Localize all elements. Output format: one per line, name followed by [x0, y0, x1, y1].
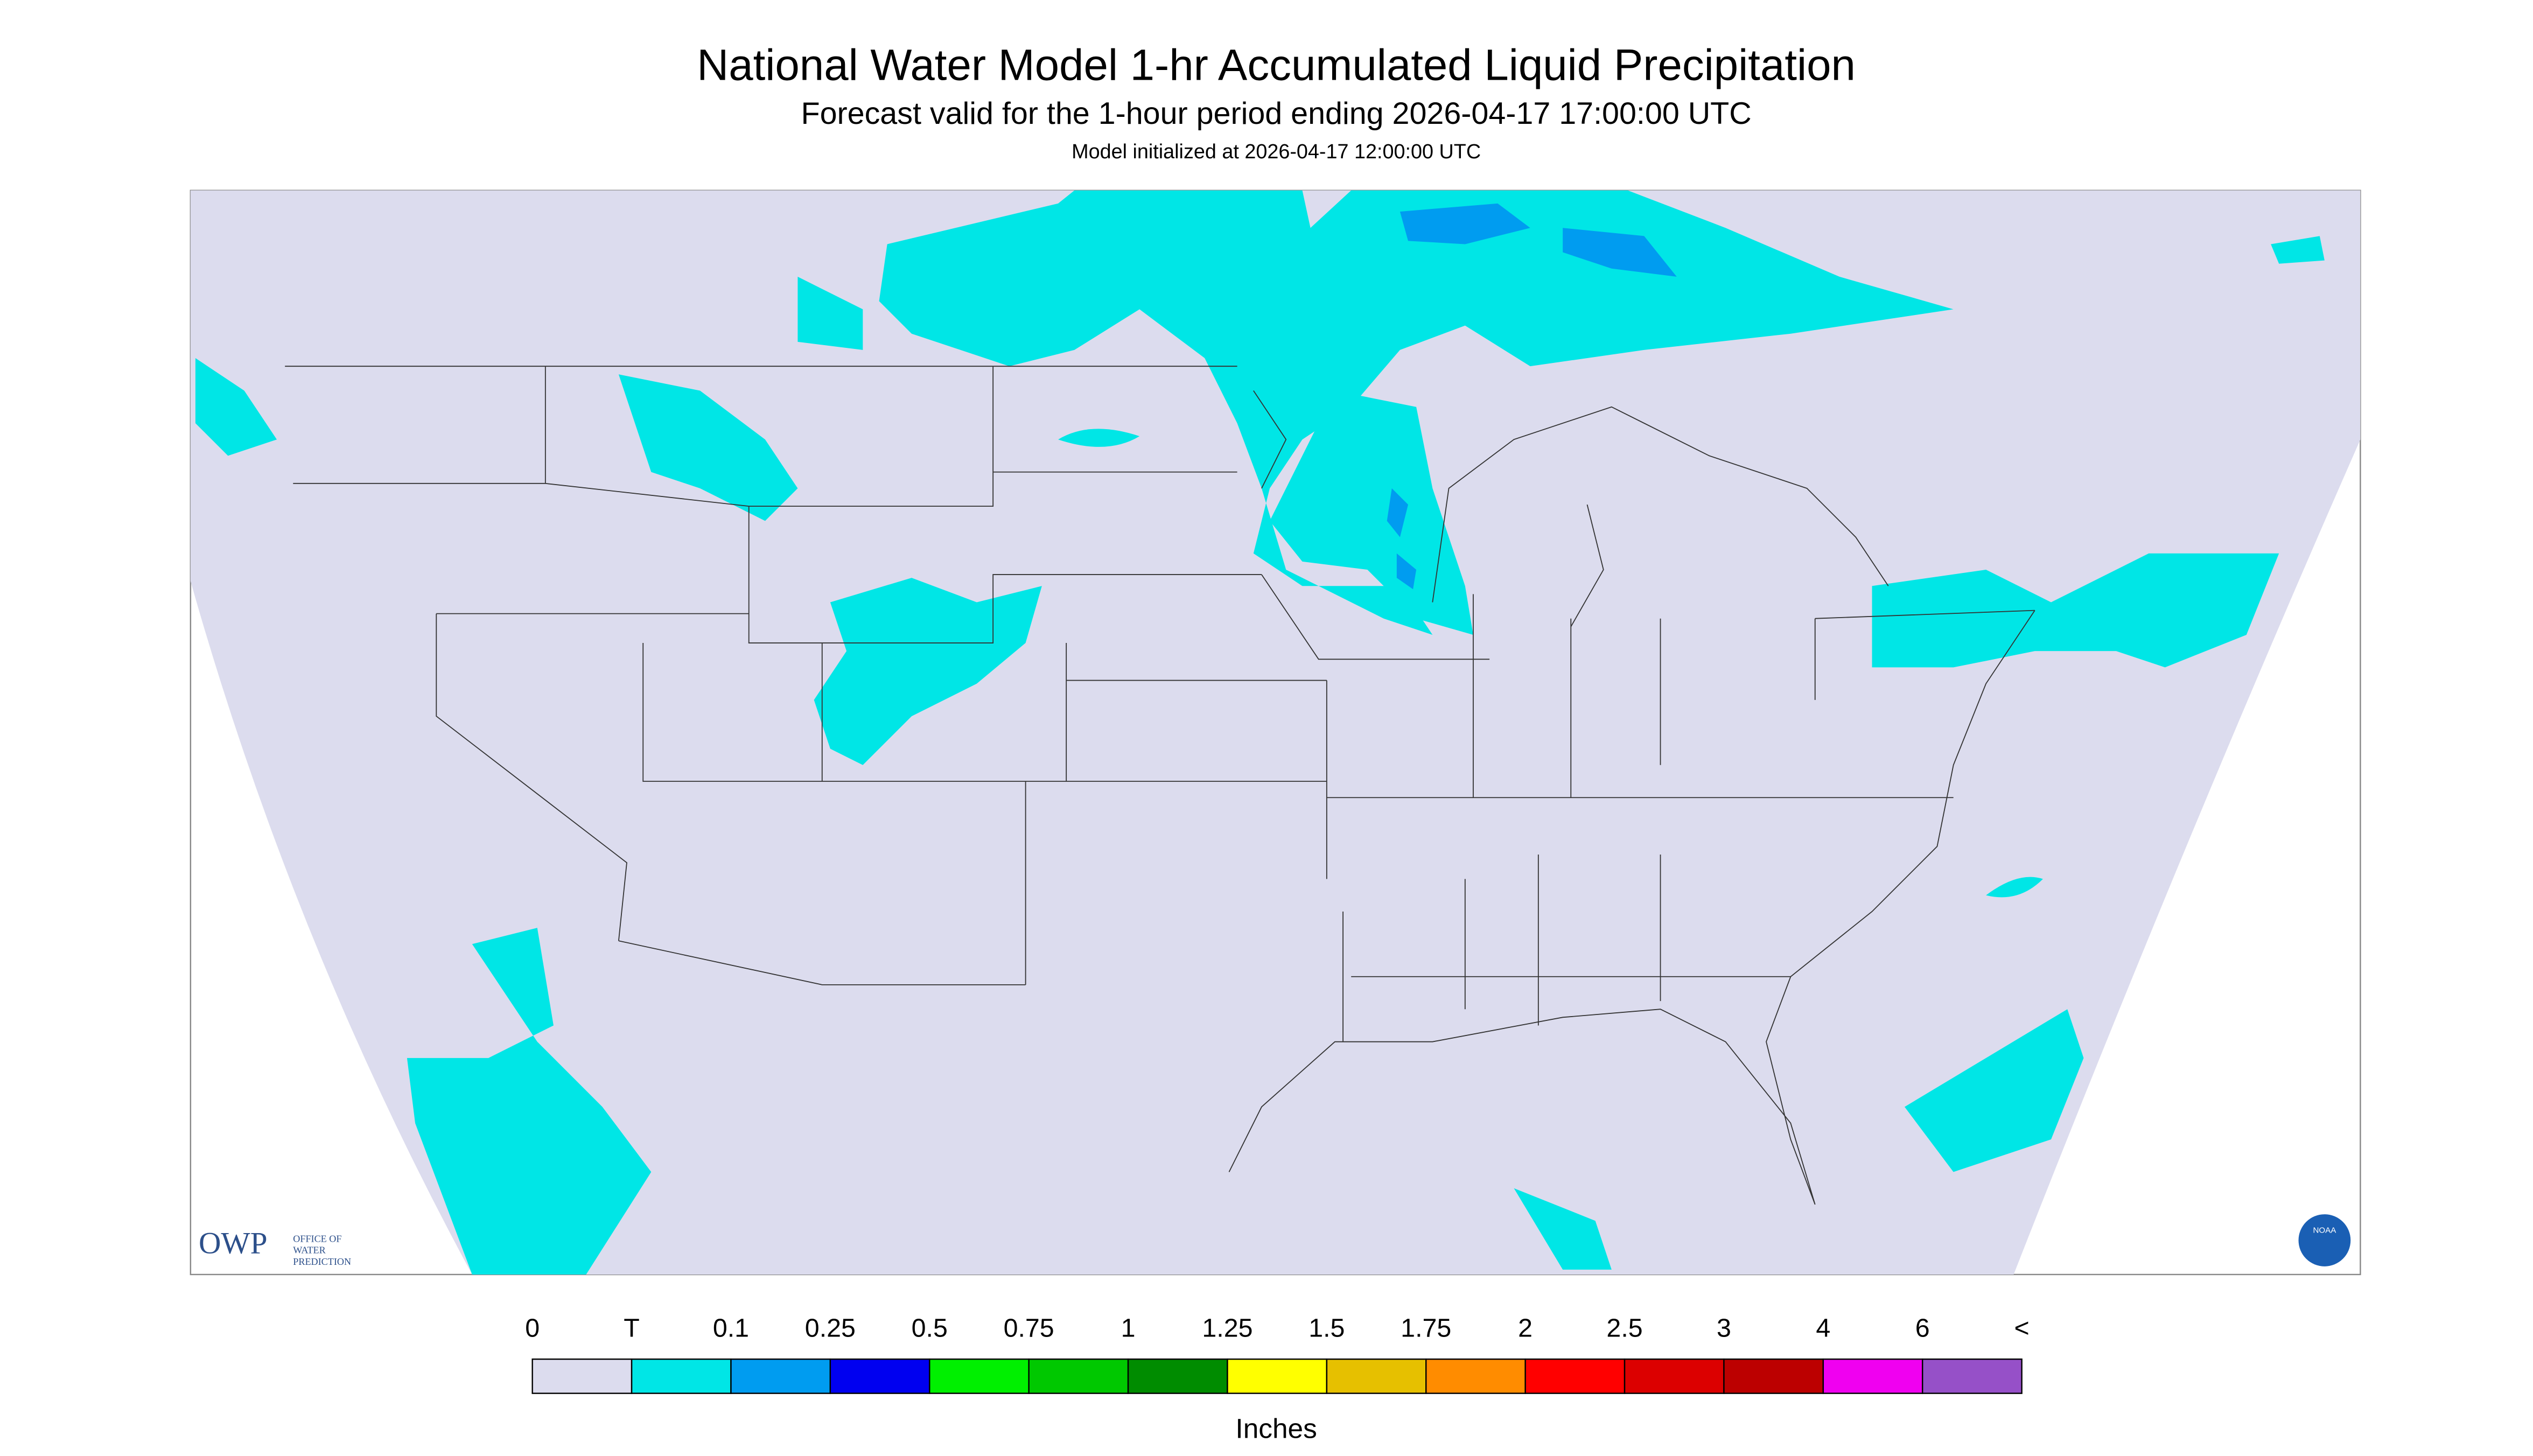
- legend-tick-label: <: [2014, 1314, 2030, 1343]
- owp-name: PREDICTION: [293, 1256, 351, 1267]
- owp-name: OFFICE OF: [293, 1233, 341, 1244]
- subtitle: Forecast valid for the 1-hour period end…: [801, 96, 1752, 131]
- legend-tick-label: 0.1: [713, 1314, 749, 1343]
- legend-tick-label: 1.25: [1202, 1314, 1252, 1343]
- legend-swatch: [1723, 1358, 1824, 1394]
- legend-swatch: [730, 1358, 831, 1394]
- legend-tick-label: 3: [1717, 1314, 1731, 1343]
- legend-swatch: [1425, 1358, 1526, 1394]
- legend-swatch: [829, 1358, 930, 1394]
- legend-swatch: [1326, 1358, 1427, 1394]
- legend-unit: Inches: [1235, 1413, 1317, 1444]
- legend-swatch: [929, 1358, 1030, 1394]
- legend-tick-label: 1: [1121, 1314, 1136, 1343]
- init-note: Model initialized at 2026-04-17 12:00:00…: [1072, 141, 1481, 163]
- legend-swatch: [1127, 1358, 1228, 1394]
- legend-tick-label: 2.5: [1606, 1314, 1642, 1343]
- legend-swatch: [1524, 1358, 1626, 1394]
- legend-swatch: [631, 1358, 732, 1394]
- legend-tick-label: 0.75: [1004, 1314, 1054, 1343]
- legend-swatch: [1028, 1358, 1129, 1394]
- legend-tick-label: 6: [1915, 1314, 1930, 1343]
- owp-name: WATER: [293, 1245, 326, 1256]
- legend-tick-label: 4: [1816, 1314, 1830, 1343]
- legend-swatch: [1227, 1358, 1328, 1394]
- legend: 0 T 0.1 0.25 0.5 0.75 1 1.25 1.5 1.75 2 2.5 3 4 6 <: [525, 1314, 2030, 1394]
- legend-tick-label: 1.5: [1309, 1314, 1345, 1343]
- legend-tick-label: T: [624, 1314, 640, 1343]
- legend-swatch: [1822, 1358, 1923, 1394]
- legend-tick-label: 2: [1518, 1314, 1533, 1343]
- map: OWP OFFICE OF WATER PREDICTION NOAA: [190, 190, 2361, 1276]
- precip-areas: [195, 190, 2325, 1275]
- noaa-text: NOAA: [2313, 1226, 2336, 1235]
- legend-tick-label: 0.5: [912, 1314, 948, 1343]
- legend-tick-label: 0: [525, 1314, 540, 1343]
- legend-swatch: [1922, 1358, 2023, 1394]
- noaa-logo: [2298, 1214, 2351, 1266]
- legend-tick-label: 1.75: [1401, 1314, 1451, 1343]
- legend-swatch: [1624, 1358, 1725, 1394]
- borders: [285, 366, 2035, 1205]
- legend-swatch: [531, 1358, 633, 1394]
- owp-logo: OWP: [199, 1227, 268, 1261]
- legend-tick-label: 0.25: [805, 1314, 856, 1343]
- title: National Water Model 1-hr Accumulated Li…: [697, 41, 1856, 90]
